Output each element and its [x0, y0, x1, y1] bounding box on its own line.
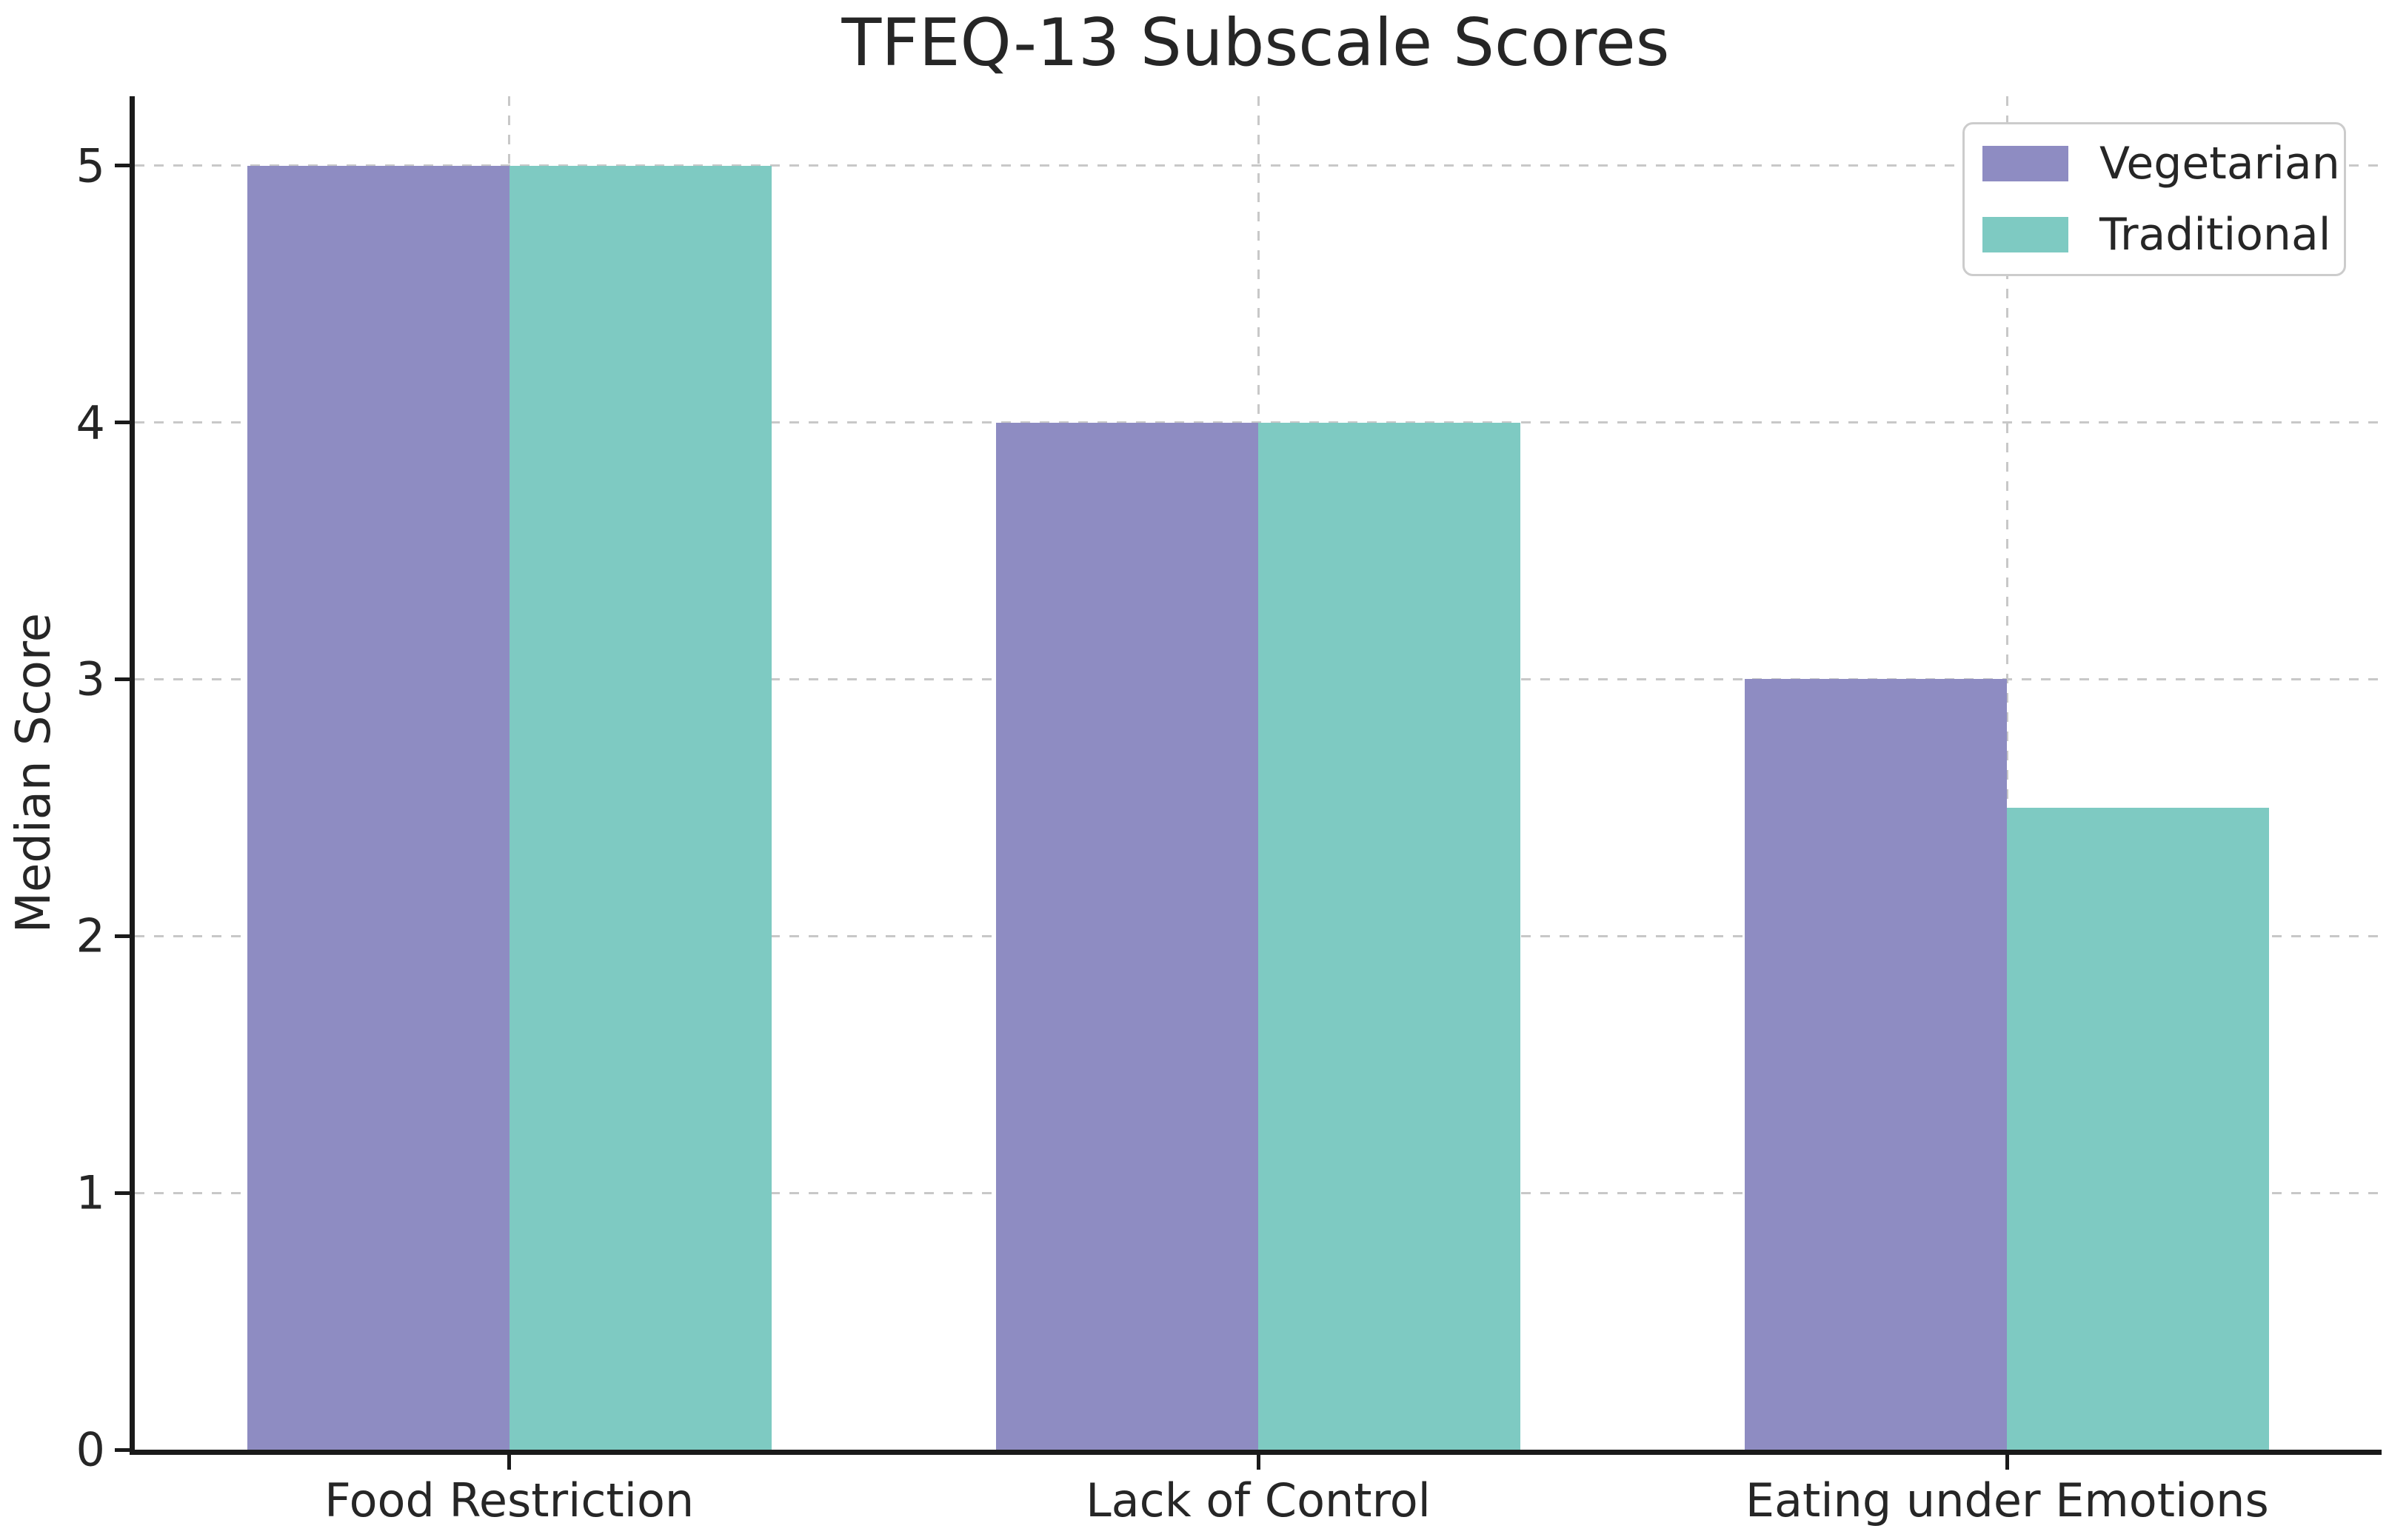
y-axis-tick [115, 1191, 130, 1195]
gridline-vertical [2005, 96, 2008, 1450]
x-axis-tick [2005, 1455, 2009, 1470]
bar-traditional-3 [2007, 807, 2270, 1450]
legend-item-vegetarian: Vegetarian [1982, 138, 2340, 190]
y-axis-tick [115, 677, 130, 681]
y-axis-tick [115, 1447, 130, 1452]
y-axis-tick [115, 934, 130, 938]
plot-area: Food Restriction Lack of Control Eating un… [76, 96, 2382, 1527]
x-tick-label: Food Restriction [324, 1473, 695, 1527]
y-tick-label: 3 [76, 652, 105, 706]
y-tick-label: 0 [76, 1422, 105, 1477]
y-tick-label: 2 [76, 908, 105, 963]
bar-vegetarian-2 [996, 422, 1258, 1450]
y-tick-label: 4 [76, 395, 105, 450]
y-tick-label: 1 [76, 1165, 105, 1220]
x-tick-label: Eating under Emotions [1745, 1473, 2269, 1527]
y-axis-tick [115, 164, 130, 168]
bar-traditional-2 [1258, 422, 1520, 1450]
y-axis-tick [115, 421, 130, 425]
legend-item-traditional: Traditional [1982, 209, 2330, 261]
legend-swatch-vegetarian [1982, 146, 2068, 181]
bar-vegetarian-1 [247, 165, 509, 1450]
bar-traditional-1 [509, 165, 772, 1450]
y-tick-label: 5 [76, 138, 105, 193]
x-tick-label: Lack of Control [1086, 1473, 1431, 1527]
x-axis-tick [1256, 1455, 1260, 1470]
bar-vegetarian-3 [1745, 679, 2008, 1450]
legend-label: Traditional [2099, 209, 2331, 261]
legend: Vegetarian Traditional [1962, 122, 2346, 276]
x-axis-tick [507, 1455, 512, 1470]
legend-label: Vegetarian [2099, 138, 2340, 190]
chart-title: TFEQ-13 Subscale Scores [841, 4, 1670, 81]
legend-swatch-traditional [1982, 217, 2068, 252]
